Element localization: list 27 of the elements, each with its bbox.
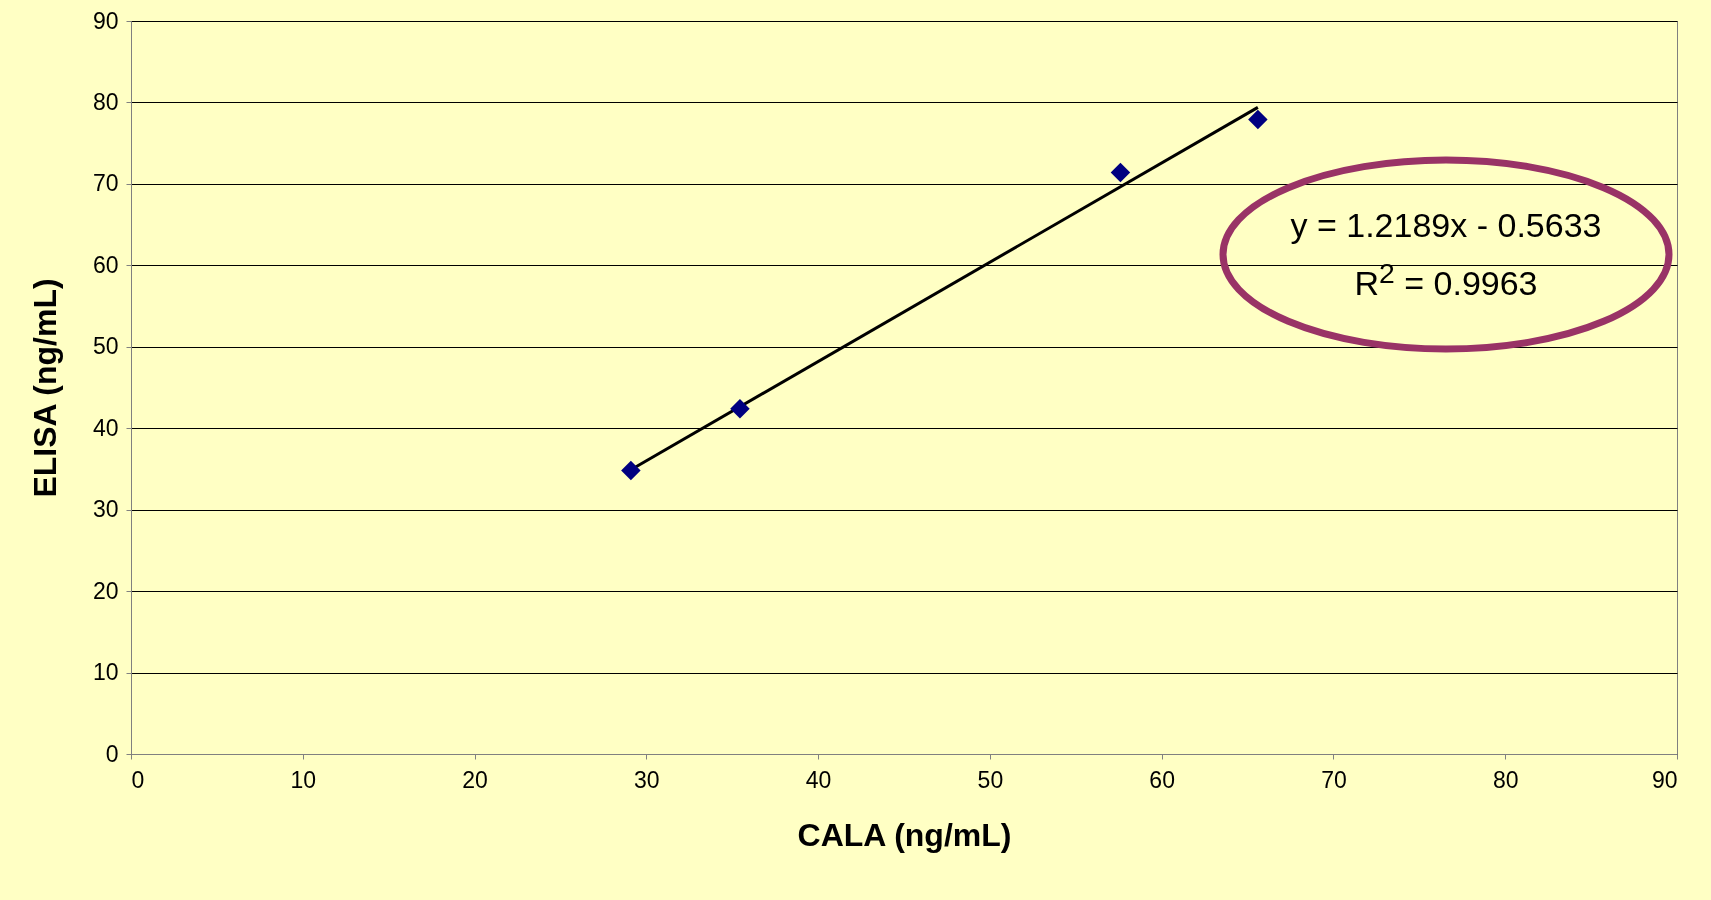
point (730, 398, 750, 419)
y-tick-label: 20 (92, 577, 119, 604)
x-tick-label: 10 (290, 766, 317, 793)
x-axis-title: CALA (ng/mL) (797, 816, 1012, 853)
y-axis-title: ELISA (ng/mL) (26, 278, 63, 498)
y-tick-label: 10 (92, 659, 119, 686)
y-tick-label: 0 (105, 740, 119, 767)
x-tick-label: 60 (1149, 766, 1175, 793)
y-tick-label: 60 (92, 251, 119, 278)
x-tick-label: 30 (634, 766, 660, 793)
x-tick-label: 90 (1651, 766, 1678, 793)
x-tick-label: 70 (1321, 766, 1347, 793)
x-tick-label: 40 (805, 766, 832, 793)
y-tick-label: 80 (92, 88, 119, 115)
point (1110, 162, 1131, 183)
point (621, 460, 641, 481)
y-tick-label: 90 (92, 7, 119, 34)
x-tick-label: 80 (1492, 766, 1519, 793)
point (1248, 109, 1268, 130)
x-tick-label: 20 (462, 766, 488, 793)
y-tick-label: 50 (92, 333, 119, 360)
y-tick-label: 70 (92, 170, 119, 197)
annotation: y = 1.2189x - 0.5633 (1289, 205, 1603, 246)
x-tick-label: 0 (131, 766, 145, 793)
y-tick-label: 40 (92, 414, 119, 441)
x-tick-label: 50 (977, 766, 1004, 793)
y-tick-label: 30 (92, 496, 119, 523)
